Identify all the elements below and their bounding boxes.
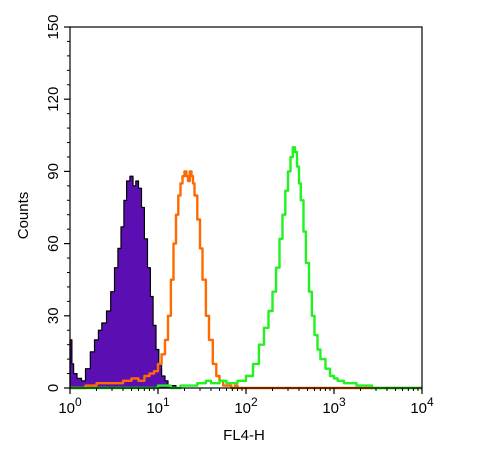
y-axis-title: Counts xyxy=(15,192,32,240)
x-tick-exponent: 4 xyxy=(427,395,434,409)
x-tick-base: 10 xyxy=(322,400,339,417)
y-tick-label: 150 xyxy=(45,14,62,39)
x-tick-exponent: 3 xyxy=(339,395,346,409)
x-tick-exponent: 0 xyxy=(75,395,82,409)
x-tick-label: 103 xyxy=(322,395,346,417)
x-tick-base: 10 xyxy=(146,400,163,417)
x-tick-labels: 100 101 102 103 104 xyxy=(58,395,434,417)
y-tick-label: 0 xyxy=(45,384,62,392)
x-tick-label: 100 xyxy=(58,395,82,417)
ticks-layer xyxy=(64,26,423,394)
x-tick-base: 10 xyxy=(234,400,251,417)
x-tick-base: 10 xyxy=(410,400,427,417)
series-1-filled-histogram xyxy=(69,175,182,389)
x-tick-exponent: 2 xyxy=(251,395,258,409)
y-tick-label: 60 xyxy=(45,235,62,252)
series-2-histogram-line xyxy=(70,170,422,390)
y-tick-label: 120 xyxy=(45,87,62,112)
x-tick-base: 10 xyxy=(58,400,75,417)
x-tick-label: 104 xyxy=(410,395,434,417)
x-tick-exponent: 1 xyxy=(163,395,170,409)
y-tick-labels: 0 30 60 90 120 150 xyxy=(45,14,62,392)
series-3-histogram-line xyxy=(70,146,422,390)
x-tick-label: 102 xyxy=(234,395,258,417)
x-axis-title: FL4-H xyxy=(223,427,265,444)
y-tick-label: 90 xyxy=(45,163,62,180)
series-layer xyxy=(69,146,422,390)
y-tick-label: 30 xyxy=(45,307,62,324)
x-tick-label: 101 xyxy=(146,395,170,417)
